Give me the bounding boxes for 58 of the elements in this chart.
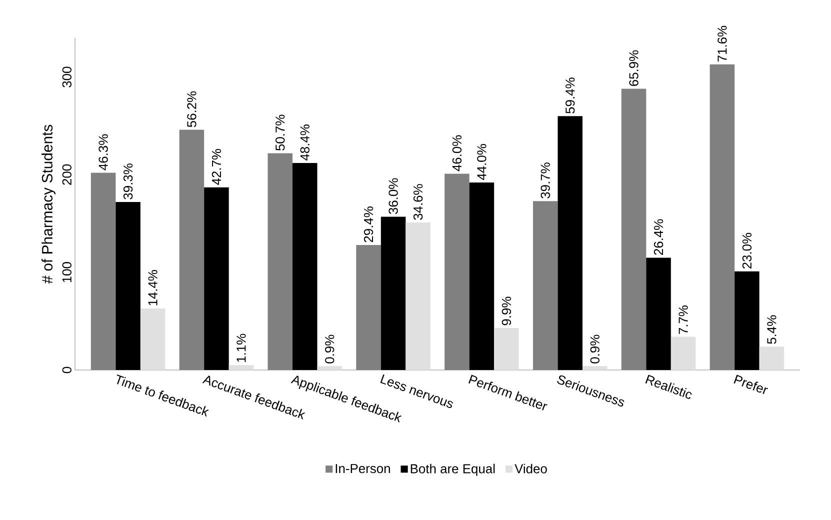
y-tick-label: 100 xyxy=(62,262,72,282)
legend-label: Both are Equal xyxy=(410,464,495,476)
annotation: 65.9% xyxy=(629,50,638,86)
bar xyxy=(734,271,760,370)
bar xyxy=(532,201,558,370)
annotation: 34.6% xyxy=(413,184,423,220)
bar xyxy=(406,222,430,370)
annotation: 42.7% xyxy=(212,148,222,185)
x-tick-label: Prefer xyxy=(734,374,768,394)
annotation: 23.0% xyxy=(742,232,752,269)
annotation: 29.4% xyxy=(364,206,374,242)
bar xyxy=(317,366,342,370)
annotation: 9.9% xyxy=(502,296,512,326)
annotation: 0.9% xyxy=(590,334,600,364)
bar xyxy=(621,88,646,370)
bar xyxy=(582,366,608,370)
y-tick-label: 200 xyxy=(62,164,72,185)
annotation: 36.0% xyxy=(388,178,398,214)
annotation: 71.6% xyxy=(718,26,727,62)
annotation: 7.7% xyxy=(678,306,688,334)
annotation: 26.4% xyxy=(654,219,664,255)
annotation: 59.4% xyxy=(566,78,575,114)
bar xyxy=(90,172,116,370)
bar xyxy=(759,346,784,370)
bar xyxy=(179,130,204,370)
bar xyxy=(268,153,292,370)
legend-label: Video xyxy=(514,464,547,474)
annotation: 44.0% xyxy=(477,144,486,180)
bar xyxy=(469,182,494,370)
annotation: 56.2% xyxy=(187,91,196,128)
bar xyxy=(494,328,519,370)
annotation: 14.4% xyxy=(148,270,158,306)
y-axis-title: # of Pharmacy Students xyxy=(42,124,56,284)
bar xyxy=(116,202,140,370)
annotation: 0.9% xyxy=(325,334,334,364)
bar xyxy=(356,245,381,370)
y-tick-label: 0 xyxy=(62,366,72,374)
bar xyxy=(140,308,166,370)
annotation: 1.1% xyxy=(236,334,246,362)
bar xyxy=(558,116,582,370)
annotation: 50.7% xyxy=(276,114,285,151)
annotation: 39.3% xyxy=(123,164,133,200)
x-tick-label: Less nervous xyxy=(380,374,453,408)
annotation: 46.3% xyxy=(98,134,108,170)
annotation: 5.4% xyxy=(767,315,776,344)
annotation: 39.7% xyxy=(540,162,550,198)
bar xyxy=(228,365,254,370)
y-tick-label: 300 xyxy=(62,66,72,88)
bar xyxy=(204,187,229,370)
bar xyxy=(710,64,735,370)
legend-label: In-Person xyxy=(336,464,390,474)
bar xyxy=(670,336,696,370)
bar xyxy=(292,162,318,370)
bar xyxy=(646,258,671,370)
annotation: 46.0% xyxy=(452,135,462,172)
bar xyxy=(380,216,406,370)
bar xyxy=(444,174,470,370)
annotation: 48.4% xyxy=(300,124,310,160)
